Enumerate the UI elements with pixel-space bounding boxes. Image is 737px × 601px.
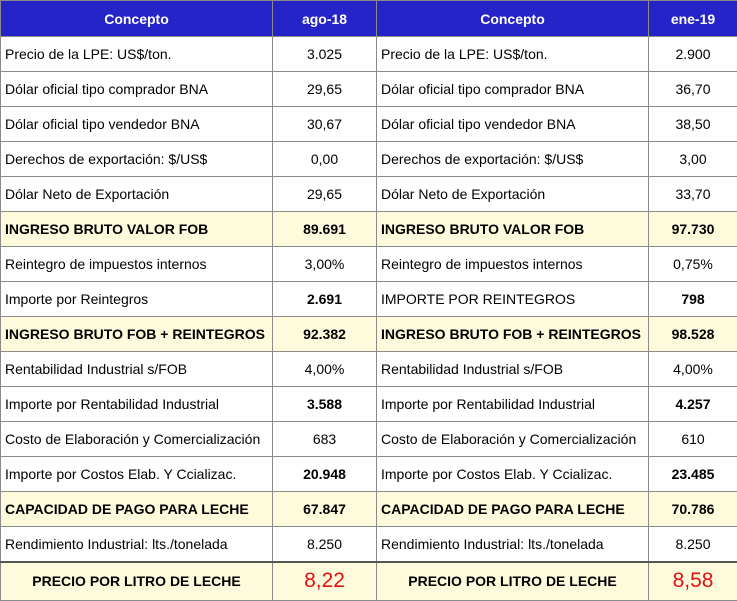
label-cell: Importe por Rentabilidad Industrial xyxy=(377,387,649,422)
value-cell: 89.691 xyxy=(273,212,377,247)
value-cell: 36,70 xyxy=(649,72,737,107)
value-cell: 29,65 xyxy=(273,177,377,212)
value-cell: 3,00% xyxy=(273,247,377,282)
label-cell: Costo de Elaboración y Comercialización xyxy=(377,422,649,457)
value-cell: 92.382 xyxy=(273,317,377,352)
value-cell: 8.250 xyxy=(273,527,377,562)
label-cell: Importe por Reintegros xyxy=(1,282,273,317)
value-cell: 70.786 xyxy=(649,492,737,527)
label-cell: Precio de la LPE: US$/ton. xyxy=(377,37,649,72)
value-cell: 4.257 xyxy=(649,387,737,422)
table-row: Importe por Costos Elab. Y Ccializac.20.… xyxy=(1,457,737,492)
value-cell: 8,22 xyxy=(273,562,377,601)
value-cell: 610 xyxy=(649,422,737,457)
label-cell: Reintegro de impuestos internos xyxy=(377,247,649,282)
label-cell: INGRESO BRUTO VALOR FOB xyxy=(1,212,273,247)
label-cell: Costo de Elaboración y Comercialización xyxy=(1,422,273,457)
label-cell: PRECIO POR LITRO DE LECHE xyxy=(1,562,273,601)
label-cell: INGRESO BRUTO VALOR FOB xyxy=(377,212,649,247)
label-cell: Importe por Costos Elab. Y Ccializac. xyxy=(1,457,273,492)
value-cell: 2.691 xyxy=(273,282,377,317)
label-cell: CAPACIDAD DE PAGO PARA LECHE xyxy=(377,492,649,527)
label-cell: Dólar oficial tipo vendedor BNA xyxy=(377,107,649,142)
value-cell: 3,00 xyxy=(649,142,737,177)
value-cell: 3.588 xyxy=(273,387,377,422)
label-cell: Derechos de exportación: $/US$ xyxy=(377,142,649,177)
value-cell: 23.485 xyxy=(649,457,737,492)
label-cell: Rentabilidad Industrial s/FOB xyxy=(1,352,273,387)
label-cell: INGRESO BRUTO FOB + REINTEGROS xyxy=(1,317,273,352)
value-cell: 798 xyxy=(649,282,737,317)
label-cell: Dólar Neto de Exportación xyxy=(377,177,649,212)
value-cell: 683 xyxy=(273,422,377,457)
label-cell: Rentabilidad Industrial s/FOB xyxy=(377,352,649,387)
label-cell: Rendimiento Industrial: lts./tonelada xyxy=(1,527,273,562)
value-cell: 29,65 xyxy=(273,72,377,107)
value-cell: 30,67 xyxy=(273,107,377,142)
header-cell: Concepto xyxy=(1,1,273,37)
label-cell: Importe por Costos Elab. Y Ccializac. xyxy=(377,457,649,492)
header-cell: Concepto xyxy=(377,1,649,37)
header-row: Concepto ago-18 Concepto ene-19 xyxy=(1,1,737,37)
value-cell: 3.025 xyxy=(273,37,377,72)
value-cell: 8.250 xyxy=(649,527,737,562)
header-cell: ago-18 xyxy=(273,1,377,37)
label-cell: PRECIO POR LITRO DE LECHE xyxy=(377,562,649,601)
value-cell: 0,75% xyxy=(649,247,737,282)
label-cell: Derechos de exportación: $/US$ xyxy=(1,142,273,177)
label-cell: Rendimiento Industrial: lts./tonelada xyxy=(377,527,649,562)
label-cell: Dólar oficial tipo vendedor BNA xyxy=(1,107,273,142)
label-cell: Reintegro de impuestos internos xyxy=(1,247,273,282)
value-cell: 98.528 xyxy=(649,317,737,352)
label-cell: Importe por Rentabilidad Industrial xyxy=(1,387,273,422)
label-cell: Dólar oficial tipo comprador BNA xyxy=(1,72,273,107)
label-cell: Precio de la LPE: US$/ton. xyxy=(1,37,273,72)
value-cell: 33,70 xyxy=(649,177,737,212)
label-cell: IMPORTE POR REINTEGROS xyxy=(377,282,649,317)
label-cell: CAPACIDAD DE PAGO PARA LECHE xyxy=(1,492,273,527)
header-cell: ene-19 xyxy=(649,1,737,37)
value-cell: 20.948 xyxy=(273,457,377,492)
value-cell: 4,00% xyxy=(273,352,377,387)
label-cell: Dólar oficial tipo comprador BNA xyxy=(377,72,649,107)
value-cell: 38,50 xyxy=(649,107,737,142)
label-cell: INGRESO BRUTO FOB + REINTEGROS xyxy=(377,317,649,352)
value-cell: 8,58 xyxy=(649,562,737,601)
value-cell: 4,00% xyxy=(649,352,737,387)
label-cell: Dólar Neto de Exportación xyxy=(1,177,273,212)
value-cell: 97.730 xyxy=(649,212,737,247)
value-cell: 2.900 xyxy=(649,37,737,72)
value-cell: 67.847 xyxy=(273,492,377,527)
value-cell: 0,00 xyxy=(273,142,377,177)
